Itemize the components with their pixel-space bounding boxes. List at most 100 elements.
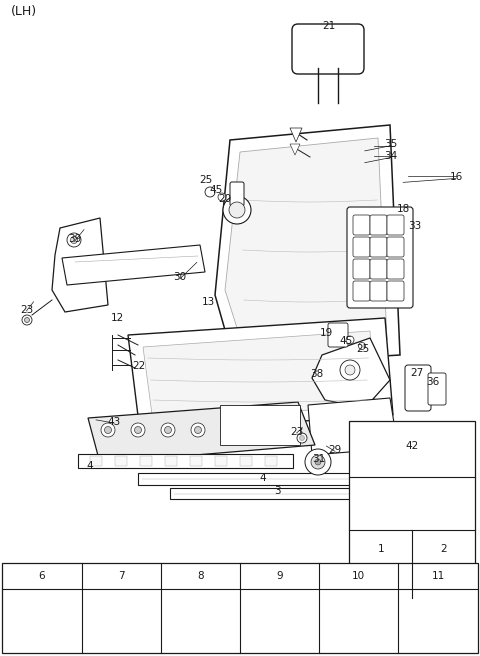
Text: 21: 21 bbox=[322, 21, 336, 31]
Text: (LH): (LH) bbox=[11, 5, 36, 18]
Circle shape bbox=[221, 423, 235, 437]
Circle shape bbox=[345, 365, 355, 375]
Bar bbox=[199, 622, 202, 639]
Bar bbox=[138, 473, 353, 485]
Text: 8: 8 bbox=[197, 571, 204, 581]
Text: 10: 10 bbox=[352, 571, 365, 581]
FancyBboxPatch shape bbox=[370, 237, 387, 257]
FancyBboxPatch shape bbox=[370, 281, 387, 301]
Text: 9: 9 bbox=[276, 571, 283, 581]
Text: 7: 7 bbox=[118, 571, 124, 581]
FancyBboxPatch shape bbox=[387, 259, 404, 279]
Circle shape bbox=[315, 459, 321, 465]
FancyBboxPatch shape bbox=[292, 24, 364, 74]
Polygon shape bbox=[442, 594, 445, 596]
Circle shape bbox=[205, 187, 215, 197]
Circle shape bbox=[311, 455, 325, 469]
Text: 16: 16 bbox=[449, 172, 463, 182]
Circle shape bbox=[134, 426, 142, 434]
Text: 12: 12 bbox=[111, 312, 124, 323]
Polygon shape bbox=[308, 398, 398, 455]
Bar bbox=[379, 579, 383, 594]
Circle shape bbox=[131, 423, 145, 437]
Circle shape bbox=[71, 237, 77, 243]
Bar bbox=[357, 625, 360, 642]
Bar bbox=[2, 563, 478, 653]
FancyBboxPatch shape bbox=[353, 215, 370, 235]
Text: 3: 3 bbox=[274, 485, 281, 496]
FancyBboxPatch shape bbox=[328, 323, 348, 347]
Text: 13: 13 bbox=[202, 297, 216, 307]
FancyBboxPatch shape bbox=[353, 259, 370, 279]
Polygon shape bbox=[312, 338, 390, 408]
Text: 20: 20 bbox=[218, 194, 231, 204]
Polygon shape bbox=[62, 245, 205, 285]
Ellipse shape bbox=[115, 616, 127, 622]
Text: 45: 45 bbox=[209, 185, 223, 195]
Text: 43: 43 bbox=[108, 417, 121, 427]
FancyBboxPatch shape bbox=[353, 281, 370, 301]
Bar bbox=[353, 616, 365, 622]
Circle shape bbox=[300, 436, 304, 440]
Text: 34: 34 bbox=[384, 151, 398, 161]
Text: 36: 36 bbox=[426, 377, 440, 387]
Text: 18: 18 bbox=[396, 203, 410, 214]
Ellipse shape bbox=[36, 616, 48, 622]
Circle shape bbox=[254, 426, 262, 434]
Polygon shape bbox=[52, 218, 108, 312]
Polygon shape bbox=[278, 639, 281, 642]
FancyBboxPatch shape bbox=[230, 182, 244, 206]
Ellipse shape bbox=[375, 575, 386, 579]
Text: 33: 33 bbox=[408, 221, 422, 232]
Circle shape bbox=[105, 426, 111, 434]
FancyBboxPatch shape bbox=[387, 281, 404, 301]
Bar bbox=[140, 456, 152, 466]
FancyBboxPatch shape bbox=[347, 207, 413, 308]
Text: 35: 35 bbox=[384, 139, 398, 150]
Polygon shape bbox=[290, 144, 300, 155]
Polygon shape bbox=[225, 138, 387, 350]
Text: 6: 6 bbox=[39, 571, 45, 581]
Text: 27: 27 bbox=[410, 367, 423, 378]
Bar bbox=[442, 579, 445, 594]
Text: 42: 42 bbox=[406, 441, 419, 451]
FancyBboxPatch shape bbox=[353, 237, 370, 257]
Bar bbox=[220, 405, 300, 445]
Circle shape bbox=[218, 193, 226, 201]
Text: 4: 4 bbox=[87, 461, 94, 471]
FancyBboxPatch shape bbox=[370, 215, 387, 235]
Polygon shape bbox=[128, 318, 393, 432]
Circle shape bbox=[165, 426, 171, 434]
FancyBboxPatch shape bbox=[428, 373, 446, 405]
Circle shape bbox=[67, 233, 81, 247]
Bar bbox=[120, 622, 123, 639]
Bar bbox=[115, 456, 127, 466]
Bar bbox=[170, 488, 380, 499]
Polygon shape bbox=[215, 125, 400, 365]
Bar bbox=[240, 456, 252, 466]
Polygon shape bbox=[379, 594, 383, 596]
Polygon shape bbox=[199, 639, 202, 642]
Text: 4: 4 bbox=[260, 472, 266, 483]
Text: 39: 39 bbox=[68, 234, 81, 245]
Bar bbox=[265, 456, 277, 466]
Ellipse shape bbox=[274, 616, 286, 622]
Circle shape bbox=[22, 315, 32, 325]
Ellipse shape bbox=[438, 575, 449, 579]
Circle shape bbox=[359, 342, 365, 350]
Text: 25: 25 bbox=[356, 344, 369, 354]
Text: 45: 45 bbox=[340, 336, 353, 346]
Circle shape bbox=[24, 318, 29, 323]
Bar bbox=[278, 622, 281, 639]
Bar bbox=[40, 622, 44, 639]
Ellipse shape bbox=[194, 616, 206, 622]
Bar bbox=[349, 421, 475, 598]
Text: 19: 19 bbox=[320, 328, 333, 338]
Bar bbox=[90, 456, 102, 466]
Text: 29: 29 bbox=[328, 445, 342, 455]
Text: 23: 23 bbox=[290, 426, 303, 437]
FancyBboxPatch shape bbox=[387, 215, 404, 235]
Ellipse shape bbox=[407, 504, 418, 508]
Circle shape bbox=[223, 196, 251, 224]
Circle shape bbox=[101, 423, 115, 437]
